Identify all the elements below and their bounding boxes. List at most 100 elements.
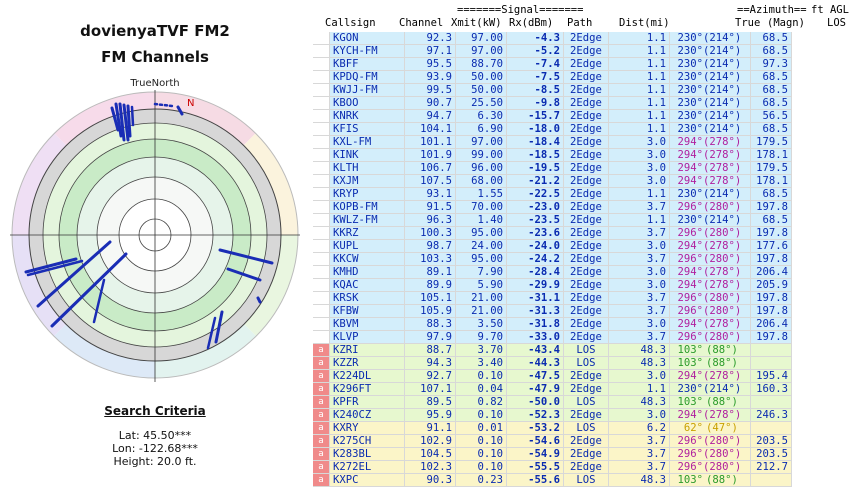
row-indicator — [313, 213, 330, 227]
table-row[interactable]: a K240CZ 95.9 0.10 -52.3 2Edge 3.0 294°(278°) 24… — [313, 408, 792, 422]
cell-los: 212.7 — [750, 460, 792, 474]
table-row[interactable]: a KXRY 91.1 0.01 -53.2 LOS 6.2 62° (47°) — [313, 421, 792, 435]
cell-channel: 99.5 — [404, 83, 456, 97]
table-row[interactable]: KOPB-FM 91.5 70.00 -23.0 2Edge 3.7 296°(280°) 1… — [313, 200, 792, 214]
cell-dist: 3.0 — [608, 148, 670, 162]
table-row[interactable]: a KPFR 89.5 0.82 -50.0 LOS 48.3 103° (88°) — [313, 395, 792, 409]
row-indicator — [313, 330, 330, 344]
table-row[interactable]: KXL-FM 101.1 97.00 -18.4 2Edge 3.0 294°(278°) 1… — [313, 135, 792, 149]
row-indicator — [313, 265, 330, 279]
table-row[interactable]: KNRK 94.7 6.30 -15.7 2Edge 1.1 230°(214°) 56.5 — [313, 109, 792, 123]
table-row[interactable]: KKCW 103.3 95.00 -24.2 2Edge 3.7 296°(280°) 197… — [313, 252, 792, 266]
table-row[interactable]: a K272EL 102.3 0.10 -55.5 2Edge 3.7 296°(280°) 2… — [313, 460, 792, 474]
table-row[interactable]: a K296FT 107.1 0.04 -47.9 2Edge 1.1 230°(214°) 1… — [313, 382, 792, 396]
cell-rx: -23.5 — [506, 213, 564, 227]
azimuth-magn: (278°) — [703, 279, 742, 291]
row-indicator — [313, 239, 330, 253]
cell-azimuth: 294°(278°) — [669, 174, 751, 188]
table-row[interactable]: KQAC 89.9 5.90 -29.9 2Edge 3.0 294°(278°) 205.9 — [313, 278, 792, 292]
table-row[interactable]: KLTH 106.7 96.00 -19.5 2Edge 3.0 294°(278°) 179… — [313, 161, 792, 175]
table-row[interactable]: a K283BL 104.5 0.10 -54.9 2Edge 3.7 296°(280°) 2… — [313, 447, 792, 461]
table-row[interactable]: a KXPC 90.3 0.23 -55.6 LOS 48.3 103° (88°) — [313, 473, 792, 487]
table-row[interactable]: KXJM 107.5 68.00 -21.2 2Edge 3.0 294°(278°) 178… — [313, 174, 792, 188]
cell-rx: -53.2 — [506, 421, 564, 435]
table-row[interactable]: a K224DL 92.7 0.10 -47.5 2Edge 3.0 294°(278°) 19… — [313, 369, 792, 383]
cell-xmit: 0.10 — [455, 460, 507, 474]
cell-xmit: 24.00 — [455, 239, 507, 253]
cell-azimuth: 230°(214°) — [669, 382, 751, 396]
table-row[interactable]: a KZRI 88.7 3.70 -43.4 LOS 48.3 103° (88°) — [313, 343, 792, 357]
azimuth-magn: (280°) — [703, 305, 742, 317]
cell-path: 2Edge — [563, 226, 609, 240]
table-row[interactable]: KBOO 90.7 25.50 -9.8 2Edge 1.1 230°(214°) 68.5 — [313, 96, 792, 110]
table-row[interactable]: KBFF 95.5 88.70 -7.4 2Edge 1.1 230°(214°) 97.3 — [313, 57, 792, 71]
cell-channel: 105.9 — [404, 304, 456, 318]
azimuth-true: 230° — [677, 32, 703, 44]
cell-channel: 98.7 — [404, 239, 456, 253]
cell-rx: -4.3 — [506, 32, 564, 45]
cell-callsign: KWJJ-FM — [329, 83, 405, 97]
azimuth-magn: (214°) — [703, 84, 742, 96]
search-criteria-title: Search Criteria — [104, 404, 206, 418]
row-indicator: a — [313, 408, 330, 422]
cell-path: LOS — [563, 395, 609, 409]
cell-rx: -18.5 — [506, 148, 564, 162]
cell-azimuth: 294°(278°) — [669, 278, 751, 292]
table-row[interactable]: KKRZ 100.3 95.00 -23.6 2Edge 3.7 296°(280°) 197… — [313, 226, 792, 240]
table-row[interactable]: KMHD 89.1 7.90 -28.4 2Edge 3.0 294°(278°) 206.4 — [313, 265, 792, 279]
cell-azimuth: 296°(280°) — [669, 447, 751, 461]
cell-xmit: 97.00 — [455, 44, 507, 58]
table-row[interactable]: KBVM 88.3 3.50 -31.8 2Edge 3.0 294°(278°) 206.4 — [313, 317, 792, 331]
table-row[interactable]: KLVP 97.9 9.70 -33.0 2Edge 3.7 296°(280°) 197.8 — [313, 330, 792, 344]
table-row[interactable]: KPDQ-FM 93.9 50.00 -7.5 2Edge 1.1 230°(214°) 68… — [313, 70, 792, 84]
row-indicator: a — [313, 395, 330, 409]
table-row[interactable]: KYCH-FM 97.1 97.00 -5.2 2Edge 1.1 230°(214°) 68… — [313, 44, 792, 58]
table-row[interactable]: KWLZ-FM 96.3 1.40 -23.5 2Edge 1.1 230°(214°) 68… — [313, 213, 792, 227]
row-indicator: a — [313, 434, 330, 448]
cell-path: 2Edge — [563, 70, 609, 84]
cell-callsign: K224DL — [329, 369, 405, 383]
azimuth-magn: (278°) — [703, 409, 742, 421]
table-row[interactable]: KFBW 105.9 21.00 -31.3 2Edge 3.7 296°(280°) 197… — [313, 304, 792, 318]
table-row[interactable]: KRYP 93.1 1.55 -22.5 2Edge 1.1 230°(214°) 68.5 — [313, 187, 792, 201]
left-panel: dovienyaTVF FM2 FM Channels TrueNorth — [0, 0, 310, 481]
cell-xmit: 0.23 — [455, 473, 507, 487]
cell-channel: 91.1 — [404, 421, 456, 435]
table-row[interactable]: KINK 101.9 99.00 -18.5 2Edge 3.0 294°(278°) 178… — [313, 148, 792, 162]
table-row[interactable]: KRSK 105.1 21.00 -31.1 2Edge 3.7 296°(280°) 197… — [313, 291, 792, 305]
cell-azimuth: 294°(278°) — [669, 135, 751, 149]
azimuth-magn: (88°) — [706, 357, 738, 369]
azimuth-magn: (280°) — [703, 461, 742, 473]
cell-rx: -33.0 — [506, 330, 564, 344]
cell-dist: 3.0 — [608, 161, 670, 175]
cell-xmit: 70.00 — [455, 200, 507, 214]
cell-los: 179.5 — [750, 135, 792, 149]
cell-callsign: KXJM — [329, 174, 405, 188]
cell-azimuth: 230°(214°) — [669, 44, 751, 58]
row-indicator — [313, 32, 330, 45]
cell-callsign: KFIS — [329, 122, 405, 136]
cell-channel: 102.9 — [404, 434, 456, 448]
table-row[interactable]: KUPL 98.7 24.00 -24.0 2Edge 3.0 294°(278°) 177.… — [313, 239, 792, 253]
table-row[interactable]: KGON 92.3 97.00 -4.3 2Edge 1.1 230°(214°) 68.5 — [313, 32, 792, 45]
table-row[interactable]: KFIS 104.1 6.90 -18.0 2Edge 1.1 230°(214°) 68.5 — [313, 122, 792, 136]
cell-dist: 1.1 — [608, 109, 670, 123]
cell-los: 206.4 — [750, 317, 792, 331]
cell-callsign: KMHD — [329, 265, 405, 279]
cell-azimuth: 294°(278°) — [669, 408, 751, 422]
cell-callsign: KQAC — [329, 278, 405, 292]
table-row[interactable]: a K275CH 102.9 0.10 -54.6 2Edge 3.7 296°(280°) 2… — [313, 434, 792, 448]
cell-dist: 1.1 — [608, 44, 670, 58]
cell-callsign: KBOO — [329, 96, 405, 110]
table-row[interactable]: KWJJ-FM 99.5 50.00 -8.5 2Edge 1.1 230°(214°) 68… — [313, 83, 792, 97]
table-row[interactable]: a KZZR 94.3 3.40 -44.3 LOS 48.3 103° (88°) — [313, 356, 792, 370]
cell-callsign: KPFR — [329, 395, 405, 409]
cell-dist: 3.7 — [608, 447, 670, 461]
row-indicator — [313, 148, 330, 162]
azimuth-magn: (88°) — [706, 474, 738, 486]
azimuth-magn: (278°) — [703, 370, 742, 382]
cell-los — [750, 395, 792, 409]
polar-signal-plot: TrueNorth N — [10, 78, 300, 382]
cell-dist: 6.2 — [608, 421, 670, 435]
cell-los: 197.8 — [750, 291, 792, 305]
